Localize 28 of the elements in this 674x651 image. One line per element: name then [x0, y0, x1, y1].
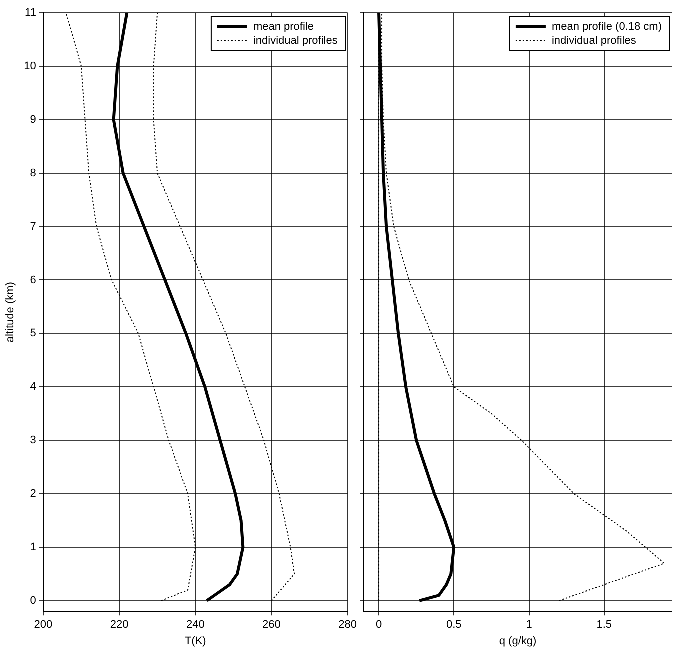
x-tick-label: 0 — [376, 619, 382, 632]
y-tick-label: 4 — [30, 381, 36, 394]
y-axis-title: altitude (km) — [4, 282, 17, 343]
x-tick-label: 1.5 — [596, 619, 612, 632]
y-tick-label: 6 — [30, 274, 36, 286]
y-tick-label: 8 — [30, 167, 36, 180]
x-tick-label: 260 — [262, 619, 281, 632]
y-tick-label: 1 — [30, 541, 36, 554]
y-tick-label: 7 — [30, 220, 36, 233]
legend-label: individual profiles — [552, 35, 637, 48]
x-tick-label: 280 — [338, 619, 358, 632]
y-tick-label: 3 — [30, 434, 36, 447]
y-tick-label: 10 — [24, 60, 36, 72]
y-tick-label: 2 — [30, 488, 36, 500]
x-tick-label: 240 — [186, 619, 205, 632]
x-tick-label: 220 — [110, 619, 129, 632]
x-tick-label: 1 — [526, 619, 532, 632]
legend-label: mean profile — [253, 21, 314, 34]
x-axis-title: T(K) — [184, 635, 206, 648]
legend-label: mean profile (0.18 cm) — [552, 21, 662, 34]
x-tick-label: 200 — [34, 619, 53, 632]
x-axis-title: q (g/kg) — [499, 635, 537, 648]
y-tick-label: 11 — [25, 7, 36, 20]
y-tick-label: 5 — [30, 328, 36, 340]
x-tick-label: 0.5 — [446, 619, 462, 632]
y-tick-label: 0 — [30, 594, 36, 607]
legend-label: individual profiles — [253, 35, 338, 48]
y-tick-label: 9 — [30, 114, 36, 126]
